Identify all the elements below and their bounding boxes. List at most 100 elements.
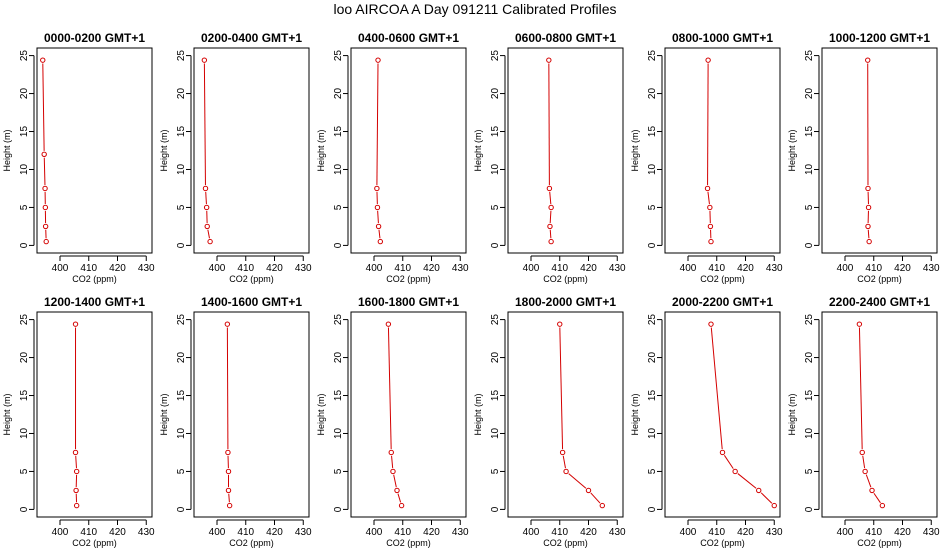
- panel-title: 0200-0400 GMT+1: [201, 31, 302, 45]
- data-point: [549, 205, 553, 209]
- x-tick-label: 430: [295, 527, 312, 538]
- y-tick-label: 15: [647, 390, 658, 402]
- data-point: [375, 205, 379, 209]
- panel-title: 1800-2000 GMT+1: [515, 295, 616, 309]
- x-tick-label: 410: [551, 527, 568, 538]
- y-tick-label: 25: [804, 50, 815, 62]
- y-tick-label: 0: [176, 506, 187, 512]
- y-tick-label: 10: [804, 427, 815, 439]
- panel-title: 0000-0200 GMT+1: [44, 31, 145, 45]
- x-tick-label: 430: [452, 263, 469, 274]
- y-tick-label: 5: [19, 204, 30, 210]
- x-tick-label: 420: [737, 263, 754, 274]
- profile-segment: [43, 64, 44, 151]
- y-tick-label: 25: [19, 314, 30, 326]
- data-point: [376, 224, 380, 228]
- x-axis-label: CO2 (ppm): [72, 274, 117, 284]
- data-point: [399, 503, 403, 507]
- data-point: [376, 58, 380, 62]
- profile-segment: [206, 192, 207, 204]
- data-point: [708, 224, 712, 228]
- x-tick-label: 420: [109, 527, 126, 538]
- y-axis-label: Height (m): [630, 393, 640, 435]
- y-tick-label: 5: [804, 204, 815, 210]
- x-tick-label: 430: [452, 527, 469, 538]
- data-point: [706, 58, 710, 62]
- x-tick-label: 430: [609, 263, 626, 274]
- x-tick-label: 400: [209, 263, 226, 274]
- x-tick-label: 400: [366, 263, 383, 274]
- y-tick-label: 10: [176, 163, 187, 175]
- y-axis-label: Height (m): [473, 393, 483, 435]
- y-tick-label: 10: [19, 427, 30, 439]
- x-axis-label: CO2 (ppm): [857, 538, 902, 548]
- x-tick-label: 400: [837, 527, 854, 538]
- x-tick-label: 420: [580, 527, 597, 538]
- x-tick-label: 400: [52, 263, 69, 274]
- y-tick-label: 20: [19, 88, 30, 100]
- data-point: [203, 186, 207, 190]
- plot-frame: [194, 48, 309, 253]
- profile-segment: [863, 456, 865, 468]
- y-axis-label: Height (m): [159, 129, 169, 171]
- panel-title: 1200-1400 GMT+1: [44, 295, 145, 309]
- y-tick-label: 10: [647, 427, 658, 439]
- x-tick-label: 400: [523, 527, 540, 538]
- data-point: [720, 450, 724, 454]
- y-axis-label: Height (m): [787, 393, 797, 435]
- x-tick-label: 420: [580, 263, 597, 274]
- y-tick-label: 15: [176, 126, 187, 138]
- profile-segment: [388, 328, 391, 450]
- y-tick-label: 20: [804, 352, 815, 364]
- y-tick-label: 25: [647, 50, 658, 62]
- x-tick-label: 430: [923, 263, 940, 274]
- profile-segment: [708, 64, 709, 186]
- y-tick-label: 15: [490, 390, 501, 402]
- y-tick-label: 5: [804, 468, 815, 474]
- plot-frame: [351, 312, 466, 517]
- profile-segment: [550, 230, 551, 238]
- y-tick-label: 15: [647, 126, 658, 138]
- y-tick-label: 25: [176, 50, 187, 62]
- y-tick-label: 15: [804, 126, 815, 138]
- profile-segment: [44, 158, 45, 185]
- data-point: [867, 239, 871, 243]
- y-tick-label: 25: [647, 314, 658, 326]
- data-point: [558, 322, 562, 326]
- y-tick-label: 10: [333, 163, 344, 175]
- profile-segment: [76, 456, 77, 468]
- y-tick-label: 20: [19, 352, 30, 364]
- y-tick-label: 15: [176, 390, 187, 402]
- x-tick-label: 410: [394, 263, 411, 274]
- data-point: [205, 224, 209, 228]
- data-point: [41, 58, 45, 62]
- data-point: [227, 503, 231, 507]
- y-tick-label: 10: [333, 427, 344, 439]
- x-tick-label: 400: [837, 263, 854, 274]
- x-tick-label: 410: [80, 527, 97, 538]
- profile-segment: [866, 475, 871, 488]
- data-point: [564, 469, 568, 473]
- y-tick-label: 0: [333, 506, 344, 512]
- x-axis-label: CO2 (ppm): [386, 538, 431, 548]
- x-tick-label: 410: [708, 263, 725, 274]
- data-point: [74, 503, 78, 507]
- x-tick-label: 400: [209, 527, 226, 538]
- y-tick-label: 20: [490, 352, 501, 364]
- y-tick-label: 0: [804, 242, 815, 248]
- profile-segment: [394, 475, 397, 487]
- data-point: [866, 186, 870, 190]
- data-point: [870, 488, 874, 492]
- y-tick-label: 10: [490, 427, 501, 439]
- data-point: [547, 58, 551, 62]
- data-point: [549, 239, 553, 243]
- profile-segment: [392, 456, 393, 468]
- x-tick-label: 430: [923, 527, 940, 538]
- x-tick-label: 410: [394, 527, 411, 538]
- data-point: [389, 450, 393, 454]
- y-tick-label: 5: [490, 204, 501, 210]
- profile-segment: [208, 230, 210, 239]
